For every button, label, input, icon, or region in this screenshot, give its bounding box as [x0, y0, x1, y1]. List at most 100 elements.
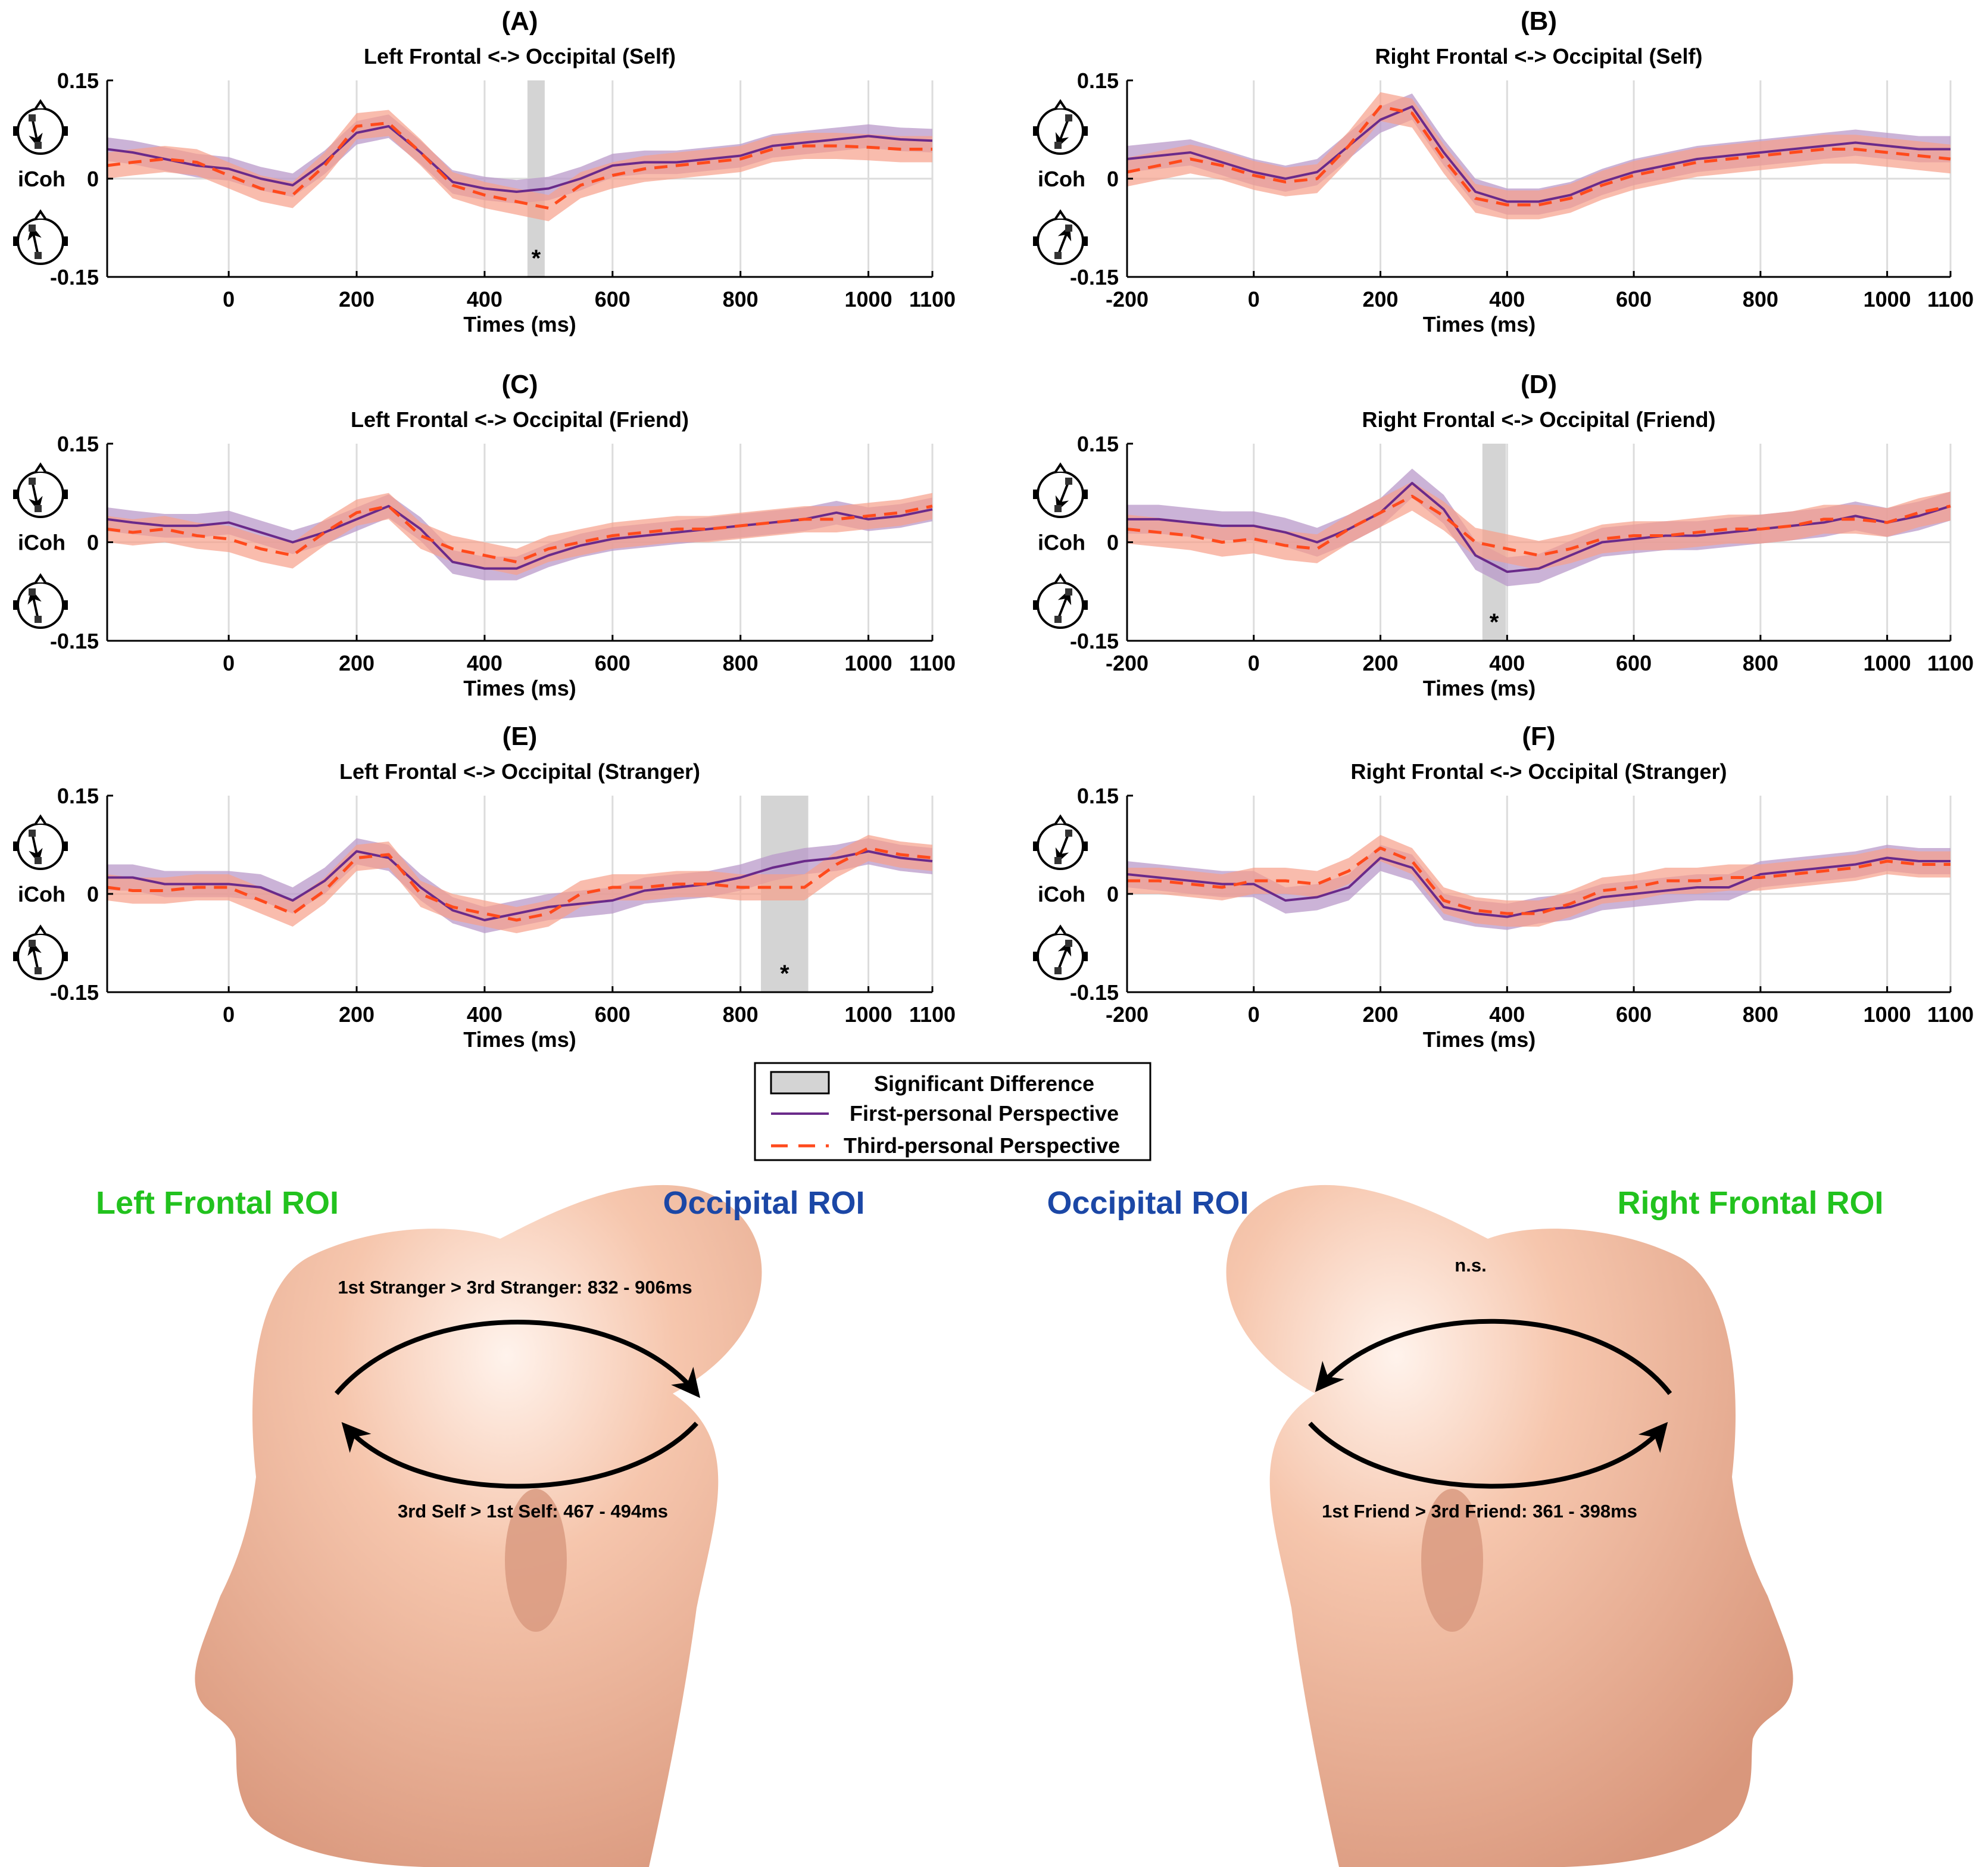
y-axis-label: iCoh [1038, 531, 1085, 555]
x-tick-label: 400 [1489, 1002, 1525, 1027]
scalp-map-upper-arrow [29, 481, 43, 512]
head-right-ear [1421, 1489, 1483, 1632]
x-tick-label: 200 [339, 1002, 374, 1027]
scalp-map-upper-nose [1054, 462, 1066, 473]
scalp-map-upper-occipital-electrode [1054, 857, 1062, 864]
scalp-map-lower-ear-left [13, 236, 18, 246]
x-axis-label: Times (ms) [463, 676, 576, 700]
x-tick-label: 800 [723, 651, 759, 675]
scalp-map-upper-occipital-electrode [1054, 142, 1062, 149]
head-left-illustration: Left Frontal ROI Occipital ROI 1st Stran… [96, 1185, 865, 1867]
x-tick-label: 800 [1743, 651, 1778, 675]
scalp-map-lower-arrow [27, 940, 42, 971]
x-axis-label: Times (ms) [463, 1027, 576, 1052]
head-left-bottom-note: 3rd Self > 1st Self: 467 - 494ms [398, 1501, 668, 1522]
scalp-map-lower-occipital-electrode [35, 616, 42, 623]
x-tick-label: 800 [1743, 287, 1778, 311]
x-tick-label: 800 [723, 287, 759, 311]
confidence-band-third [1127, 481, 1950, 570]
y-tick-label: 0.15 [1077, 784, 1119, 808]
x-tick-label: 600 [595, 1002, 631, 1027]
scalp-map-lower-nose [1054, 924, 1066, 935]
y-tick-label: -0.15 [1070, 265, 1119, 289]
chart-letter: (C) [501, 370, 538, 399]
x-tick-label: 1000 [845, 651, 892, 675]
y-tick-label: 0 [87, 882, 99, 906]
y-axis-label: iCoh [18, 167, 65, 191]
x-tick-label: 200 [1362, 1002, 1398, 1027]
scalp-map-upper-arrow [1055, 481, 1070, 512]
arrow-left-bottom [341, 1422, 698, 1489]
roi-right-frontal-label: Right Frontal ROI [1618, 1185, 1884, 1221]
y-tick-label: 0.15 [57, 784, 99, 808]
scalp-map-lower-nose [35, 209, 46, 220]
chart-panel-4: (E) Left Frontal <-> Occipital (Stranger)… [13, 722, 956, 1052]
scalp-map-upper-ear-left [13, 126, 18, 136]
x-tick-label: 1100 [1927, 287, 1974, 311]
scalp-map-upper-frontal-electrode [1065, 114, 1072, 121]
x-tick-label: 1100 [1927, 651, 1974, 675]
chart-title: Right Frontal <-> Occipital (Stranger) [1350, 759, 1727, 784]
scalp-map-lower-frontal-electrode [1065, 225, 1072, 232]
series-line-third [107, 121, 932, 210]
arrow-left-top [334, 1320, 701, 1398]
x-tick-label: 200 [1362, 287, 1398, 311]
series-line-first [107, 125, 933, 193]
scalp-map-upper-arrow [1055, 833, 1070, 864]
scalp-map-lower-frontal-electrode [29, 225, 36, 232]
x-tick-label: 1100 [909, 651, 956, 675]
series-line-first [107, 504, 933, 570]
series-line-first [107, 850, 933, 921]
scalp-map-upper-occipital-electrode [1054, 505, 1062, 512]
x-tick-label: 600 [1616, 287, 1652, 311]
y-tick-label: 0 [1107, 882, 1119, 906]
head-right-illustration: Occipital ROI Right Frontal ROI n.s. 1st… [1047, 1185, 1883, 1867]
scalp-map-upper-occipital-electrode [35, 142, 42, 149]
scalp-map-lower-frontal-electrode [29, 588, 36, 596]
x-tick-label: 400 [467, 287, 503, 311]
series-line-third [1126, 494, 1951, 557]
x-tick-label: -200 [1106, 1002, 1149, 1027]
chart-title: Left Frontal <-> Occipital (Friend) [351, 407, 689, 432]
y-axis-label: iCoh [1038, 882, 1085, 906]
x-tick-label: 0 [223, 287, 235, 311]
series-line-third [107, 846, 933, 922]
x-tick-label: 400 [467, 651, 503, 675]
head-right-shape [1226, 1185, 1793, 1867]
scalp-map-upper-nose [35, 462, 46, 473]
x-tick-label: 400 [467, 1002, 503, 1027]
scalp-map-upper-arrow [1055, 117, 1070, 148]
x-tick-label: 0 [1248, 1002, 1260, 1027]
scalp-map-upper-occipital-electrode [35, 505, 42, 512]
y-axis-label: iCoh [18, 531, 65, 555]
chart-title: Left Frontal <-> Occipital (Stranger) [339, 759, 700, 784]
y-tick-label: -0.15 [1070, 980, 1119, 1005]
chart-title: Right Frontal <-> Occipital (Friend) [1362, 407, 1715, 432]
roi-left-occipital-label: Occipital ROI [663, 1185, 865, 1221]
scalp-map-lower-nose [1054, 209, 1066, 220]
series-line-third [107, 504, 933, 564]
scalp-map-upper-ear-right [63, 126, 68, 136]
scalp-map-lower-ear-right [63, 236, 68, 246]
x-tick-label: 600 [1616, 1002, 1652, 1027]
significance-star: * [532, 245, 541, 272]
scalp-map-lower-ear-right [63, 952, 68, 961]
confidence-band-third [1127, 835, 1950, 927]
scalp-map-lower-ear-right [1083, 600, 1088, 610]
scalp-map-lower-ear-left [13, 600, 18, 610]
scalp-map-lower-ear-left [13, 952, 18, 961]
scalp-map-lower-arrow [27, 225, 42, 256]
series-line-third [1127, 846, 1950, 915]
scalp-map-upper-frontal-electrode [29, 830, 36, 837]
chart-letter: (D) [1521, 370, 1557, 399]
scalp-map-lower-occipital-electrode [35, 252, 42, 259]
y-tick-label: 0.15 [57, 432, 99, 456]
scalp-map-upper-ear-right [1083, 841, 1088, 851]
scalp-map-upper-ear-left [1033, 841, 1038, 851]
legend-sig-swatch [770, 1071, 830, 1095]
x-tick-label: 0 [1248, 651, 1260, 675]
scalp-map-lower-ear-right [1083, 236, 1088, 246]
chart-panel-1: (B) Right Frontal <-> Occipital (Self) -20… [1033, 7, 1974, 336]
x-tick-label: 600 [595, 651, 631, 675]
